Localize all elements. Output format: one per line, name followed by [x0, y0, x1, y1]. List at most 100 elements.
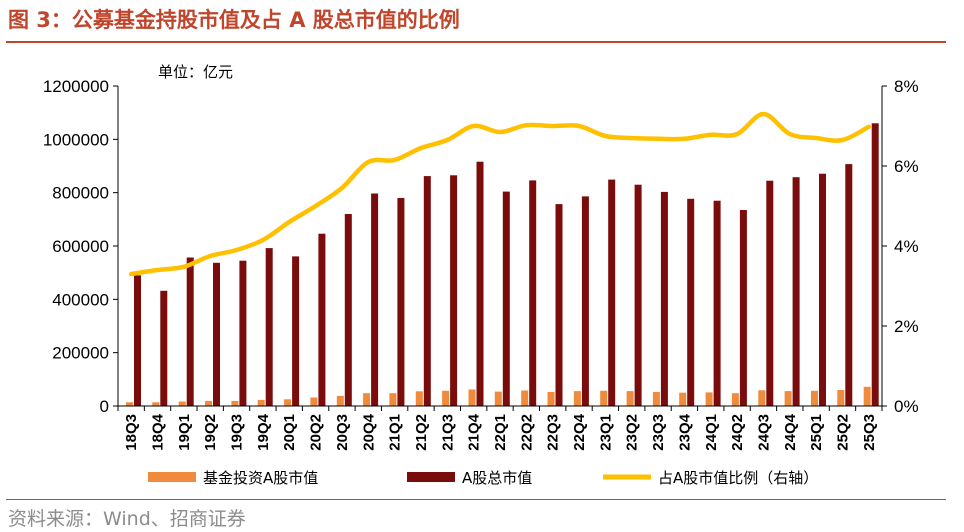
bar-total-24Q3	[766, 180, 774, 406]
x-tick-label: 25Q2	[834, 414, 851, 451]
bar-total-20Q2	[318, 233, 326, 406]
bar-fund-20Q3	[336, 395, 344, 406]
bar-total-22Q3	[555, 204, 563, 406]
bar-total-24Q2	[739, 210, 747, 406]
bar-total-18Q4	[160, 290, 168, 406]
legend: 基金投资A股市值 A股总市值 占A股市值比例（右轴）	[148, 469, 818, 487]
unit-label: 单位：亿元	[158, 63, 233, 81]
y-left-tick-label: 600000	[52, 237, 109, 256]
y-right-tick-label: 0%	[894, 397, 919, 416]
x-tick-label: 18Q3	[123, 414, 140, 451]
y-right-tick-label: 8%	[894, 77, 919, 96]
y-right-tick-label: 4%	[894, 237, 919, 256]
bar-fund-21Q1	[389, 393, 397, 406]
bar-total-23Q3	[660, 191, 668, 406]
bar-total-23Q1	[608, 179, 616, 406]
bar-fund-24Q1	[705, 392, 713, 406]
bar-fund-21Q3	[442, 390, 450, 406]
x-tick-label: 19Q4	[255, 413, 272, 450]
bar-fund-23Q1	[600, 390, 608, 406]
x-tick-label: 23Q3	[650, 414, 667, 451]
bar-total-25Q2	[845, 164, 853, 406]
legend-label-total: A股总市值	[462, 469, 532, 487]
x-tick-label: 23Q1	[597, 414, 614, 451]
x-tick-label: 24Q3	[755, 414, 772, 451]
bar-total-21Q3	[450, 175, 458, 406]
bar-total-18Q3	[134, 275, 141, 406]
bar-fund-22Q4	[573, 391, 581, 406]
bar-fund-22Q2	[521, 390, 529, 406]
legend-label-fund: 基金投资A股市值	[203, 469, 318, 487]
x-tick-label: 22Q3	[545, 414, 562, 451]
x-tick-label: 20Q1	[281, 414, 298, 451]
legend-label-ratio: 占A股市值比例（右轴）	[658, 469, 818, 487]
bar-total-21Q4	[476, 161, 484, 406]
bar-fund-19Q2	[205, 400, 212, 406]
bar-fund-18Q3	[126, 402, 133, 406]
y-left-tick-label: 200000	[52, 344, 109, 363]
bar-total-19Q3	[239, 260, 247, 406]
x-tick-label: 23Q4	[676, 413, 693, 450]
bar-total-21Q1	[397, 198, 405, 406]
x-tick-label: 24Q4	[782, 413, 799, 450]
x-tick-label: 20Q4	[360, 413, 377, 450]
bar-fund-22Q3	[547, 391, 555, 406]
bar-total-20Q3	[344, 214, 352, 406]
bar-total-19Q2	[213, 262, 220, 406]
bar-total-21Q2	[423, 176, 431, 406]
bar-total-24Q4	[792, 177, 800, 406]
bar-total-19Q1	[186, 257, 194, 406]
x-tick-label: 19Q2	[202, 414, 219, 451]
bar-total-23Q2	[634, 184, 642, 406]
bar-fund-20Q1	[284, 399, 292, 406]
bar-fund-23Q2	[626, 391, 634, 406]
line-layer	[128, 111, 872, 277]
bar-total-22Q4	[581, 196, 589, 406]
bar-fund-22Q1	[494, 391, 502, 406]
x-tick-label: 19Q3	[229, 414, 246, 451]
y-left-tick-label: 0	[100, 397, 109, 416]
bars-layer	[126, 123, 879, 407]
source-note: 资料来源：Wind、招商证券	[8, 508, 246, 530]
x-tick-label: 25Q3	[861, 414, 878, 451]
bar-fund-20Q4	[363, 393, 371, 406]
y-right-tick-label: 2%	[894, 317, 919, 336]
x-tick-label: 19Q1	[176, 414, 193, 451]
axes-layer: 0 200000 400000 600000 800000 1000000 1200000 0…	[43, 77, 919, 451]
x-tick-label: 20Q3	[334, 414, 351, 451]
bar-fund-25Q1	[811, 390, 818, 406]
legend-swatch-total	[407, 472, 455, 482]
bar-fund-19Q1	[178, 401, 186, 406]
x-tick-label: 23Q2	[624, 414, 641, 451]
bar-total-20Q1	[292, 256, 300, 406]
bar-total-20Q4	[371, 193, 379, 406]
bar-total-23Q4	[687, 198, 695, 406]
bar-total-24Q1	[713, 200, 721, 406]
y-left-tick-label: 1000000	[43, 130, 109, 149]
bar-total-25Q3	[871, 123, 879, 407]
x-tick-label: 22Q1	[492, 414, 509, 451]
bar-fund-24Q3	[758, 390, 766, 406]
x-tick-label: 25Q1	[808, 414, 825, 451]
legend-swatch-fund	[148, 472, 196, 482]
bar-fund-19Q4	[257, 399, 265, 406]
x-tick-label: 22Q2	[518, 414, 535, 451]
bar-fund-21Q2	[415, 391, 423, 406]
y-left-tick-label: 400000	[52, 290, 109, 309]
chart: 0 200000 400000 600000 800000 1000000 1200000 0…	[43, 63, 919, 487]
x-tick-label: 21Q3	[439, 414, 456, 451]
bar-fund-18Q4	[152, 402, 160, 406]
x-tick-label: 24Q2	[729, 414, 746, 451]
bar-fund-25Q2	[837, 390, 845, 406]
y-left-tick-label: 800000	[52, 184, 109, 203]
figure-title: 图 3：公募基金持股市值及占 A 股总市值的比例	[8, 8, 460, 32]
title-divider	[6, 41, 946, 43]
bar-fund-24Q2	[731, 393, 739, 406]
bar-fund-24Q4	[784, 391, 792, 406]
bar-fund-23Q3	[652, 391, 660, 406]
x-tick-label: 20Q2	[308, 414, 325, 451]
bar-fund-25Q3	[863, 386, 871, 406]
bar-total-22Q1	[502, 191, 510, 406]
bar-fund-23Q4	[679, 392, 687, 406]
bar-total-19Q4	[265, 248, 273, 406]
